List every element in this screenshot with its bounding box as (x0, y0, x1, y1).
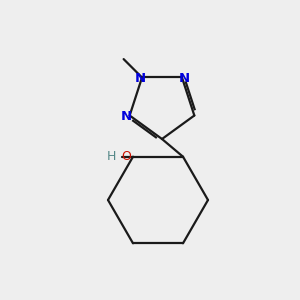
Text: O: O (121, 150, 131, 163)
Text: H: H (106, 150, 116, 163)
Text: N: N (121, 110, 132, 123)
Text: N: N (134, 72, 146, 85)
Text: N: N (178, 72, 190, 85)
